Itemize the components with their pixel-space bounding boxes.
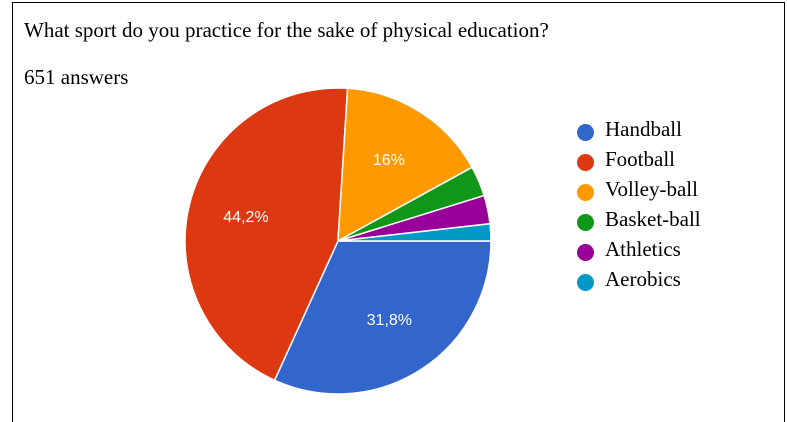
pie-slice-aerobics [337,222,492,242]
legend-label: Athletics [605,237,681,261]
question-title: What sport do you practice for the sake … [24,18,549,42]
chart-card [12,2,785,422]
legend-label: Basket-ball [605,207,701,231]
pie-slice-handball [273,240,492,395]
slice-data-label: 16% [373,152,405,169]
legend-label: Aerobics [605,267,681,291]
legend-swatch [577,214,594,231]
legend-label: Football [605,147,676,171]
legend-swatch [577,244,594,261]
legend-swatch [577,154,594,171]
legend-label: Volley-ball [605,177,698,201]
legend-label: Handball [605,117,682,141]
pie-slice-volley-ball [337,87,474,243]
slice-data-label: 44,2% [223,209,268,226]
slice-data-label: 31,8% [367,312,412,329]
legend-swatch [577,274,594,291]
legend-swatch [577,124,594,141]
pie-slice-football [184,87,349,382]
answer-count: 651 answers [24,65,129,89]
legend-swatch [577,184,594,201]
